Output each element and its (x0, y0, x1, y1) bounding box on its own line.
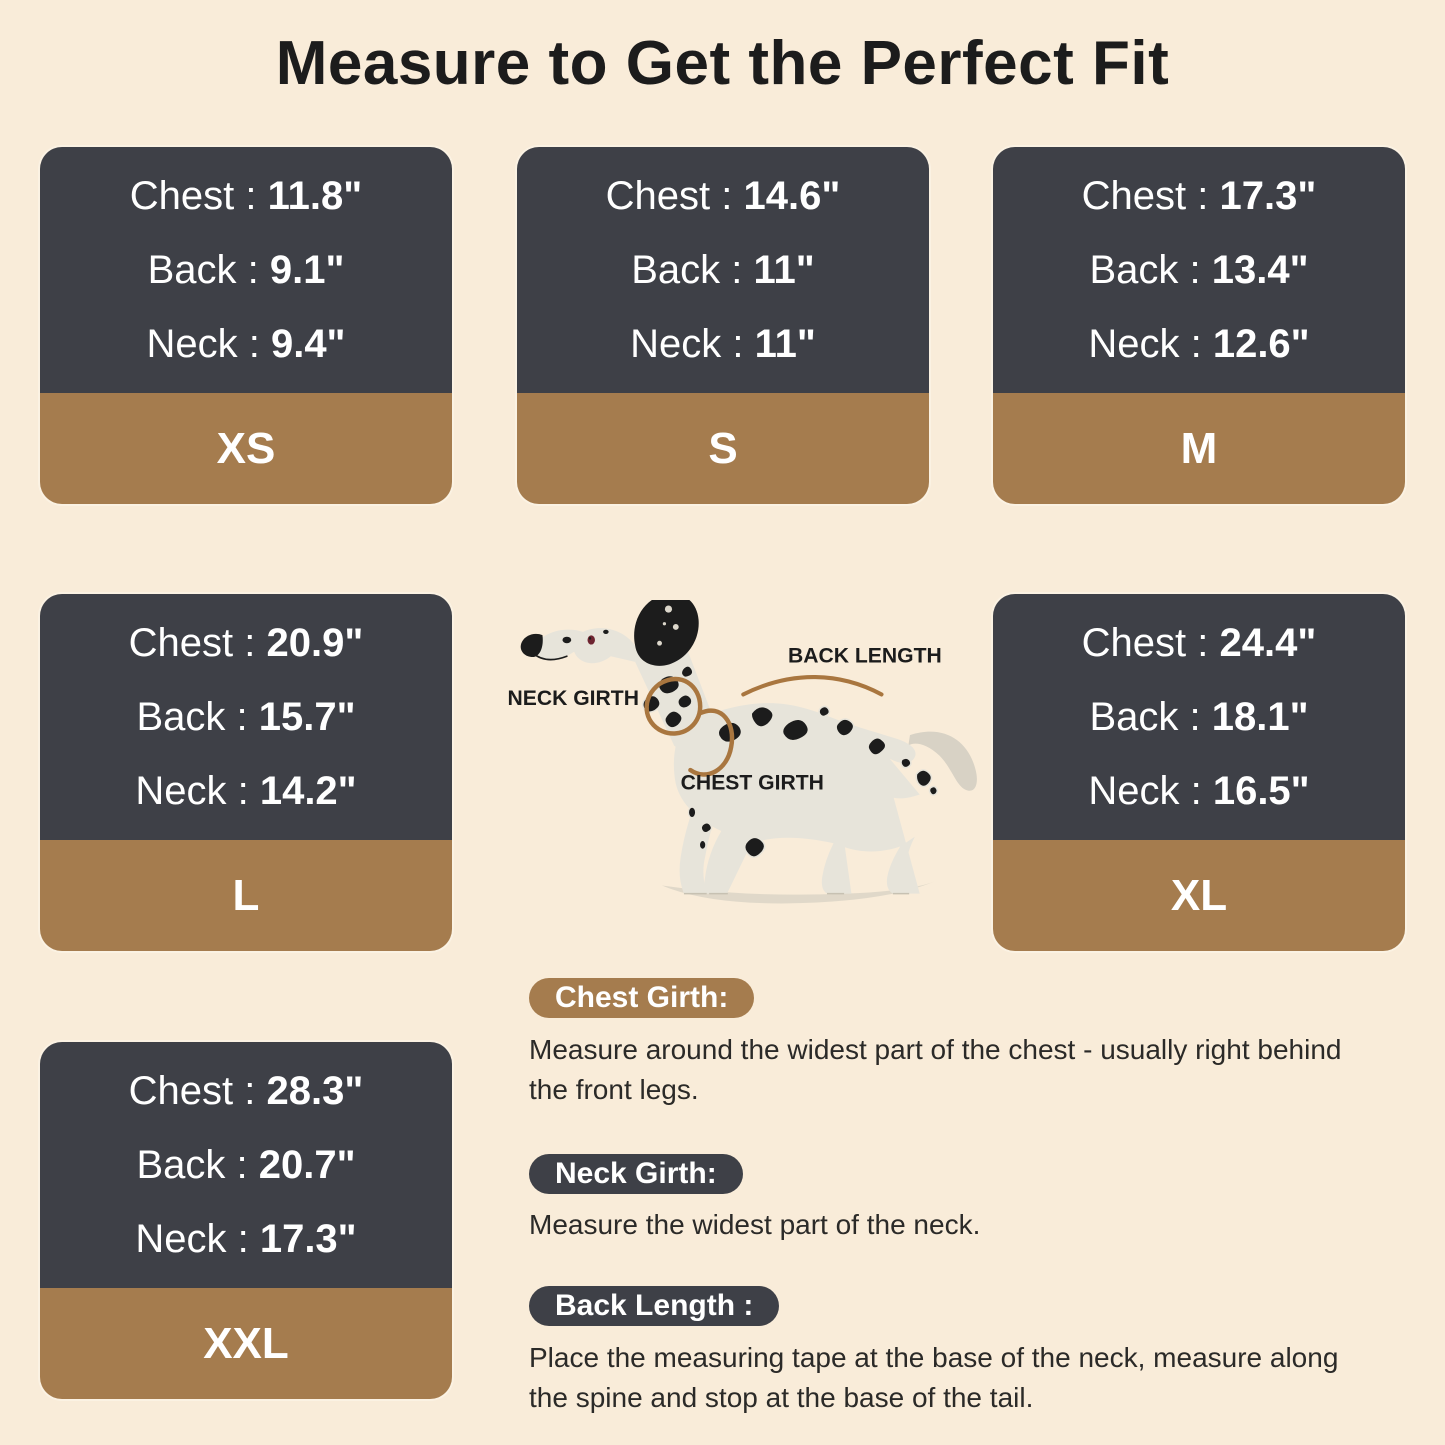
svg-text:BACK LENGTH: BACK LENGTH (788, 645, 942, 668)
svg-text:NECK GIRTH: NECK GIRTH (508, 687, 639, 710)
svg-text:CHEST GIRTH: CHEST GIRTH (681, 772, 824, 795)
